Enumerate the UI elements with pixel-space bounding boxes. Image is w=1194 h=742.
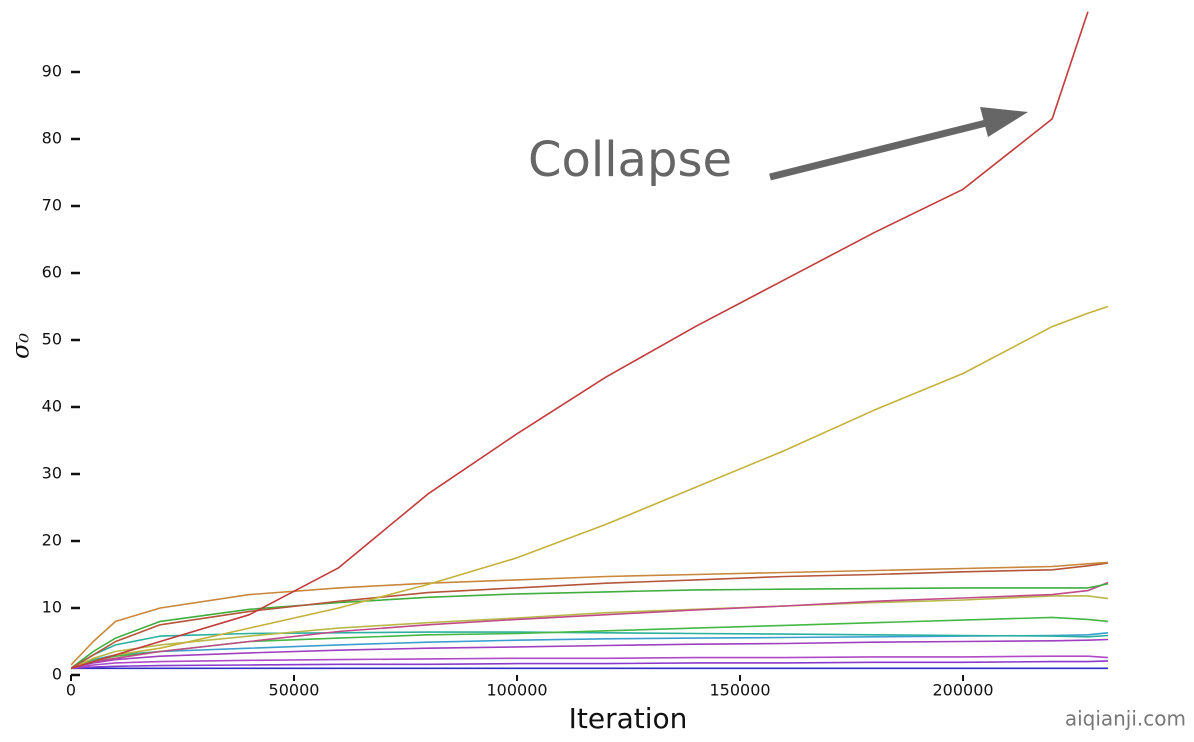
y-tick-label: 30	[42, 464, 62, 483]
series-line	[71, 562, 1109, 669]
x-tick-label: 50000	[269, 681, 320, 700]
series-line	[71, 583, 1109, 669]
y-tick-label: 40	[42, 397, 62, 416]
series-line	[71, 11, 1089, 670]
x-tick-label: 150000	[709, 681, 770, 700]
series-line	[71, 655, 1109, 670]
x-axis-label: Iteration	[569, 702, 688, 735]
y-tick-label: 90	[42, 62, 62, 81]
series-line	[71, 561, 1109, 666]
annotation-arrow	[769, 107, 1028, 181]
series-line	[71, 638, 1109, 670]
y-tick-label: 20	[42, 531, 62, 550]
y-tick-label: 80	[42, 129, 62, 148]
series-line	[71, 305, 1109, 670]
annotation: Collapse	[528, 132, 732, 188]
x-tick-label: 0	[66, 681, 76, 700]
y-tick-label: 60	[42, 263, 62, 282]
x-tick-label: 100000	[486, 681, 547, 700]
y-axis-label: σ₀	[7, 333, 35, 359]
x-tick-label: 200000	[933, 681, 994, 700]
y-tick-label: 0	[52, 665, 62, 684]
y-tick-label: 10	[42, 598, 62, 617]
series-line	[71, 660, 1109, 670]
plot-area	[71, 11, 1109, 670]
y-tick-label: 70	[42, 196, 62, 215]
series-line	[71, 616, 1109, 670]
y-tick-label: 50	[42, 330, 62, 349]
series-line	[71, 581, 1109, 670]
watermark: aiqianji.com	[1065, 707, 1186, 731]
